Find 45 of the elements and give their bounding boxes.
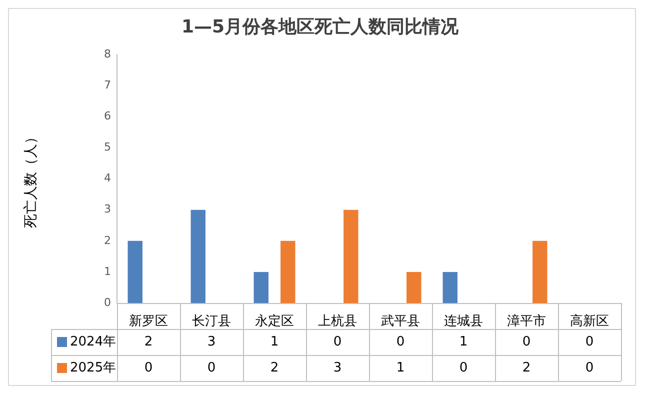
- bar: [344, 210, 358, 303]
- x-tick-label: 武平县: [381, 314, 420, 330]
- legend-label: 2024年: [70, 334, 116, 350]
- data-label: 0: [585, 360, 594, 376]
- x-tick-label: 高新区: [570, 313, 609, 330]
- data-label: 3: [333, 360, 342, 376]
- bar: [442, 272, 458, 303]
- y-tick-label: 5: [104, 140, 111, 154]
- data-label: 1: [396, 360, 405, 376]
- x-tick-label: 新罗区: [129, 314, 168, 330]
- x-tick-label: 长汀县: [192, 314, 231, 330]
- y-tick-label: 7: [104, 78, 111, 92]
- bar: [532, 240, 548, 303]
- x-tick-label: 连城县: [444, 314, 483, 330]
- data-label: 0: [207, 360, 216, 376]
- y-tick-label: 3: [104, 202, 111, 216]
- y-tick-label: 1: [104, 264, 111, 278]
- y-tick-label: 4: [104, 172, 111, 185]
- data-label: 0: [459, 360, 468, 376]
- y-tick-label: 8: [104, 47, 111, 60]
- data-label: 2: [522, 360, 531, 376]
- chart-title: 1—5月份各地区死亡人数同比情况: [181, 16, 460, 38]
- x-tick-label: 上杭县: [318, 314, 357, 330]
- data-label: 1: [270, 334, 279, 350]
- y-tick-label: 2: [104, 234, 111, 247]
- bar: [406, 272, 422, 303]
- y-tick-label: 0: [104, 296, 111, 309]
- data-label: 0: [522, 334, 531, 350]
- data-label: 2: [144, 334, 153, 350]
- data-label: 0: [333, 334, 342, 350]
- data-label: 0: [144, 360, 153, 376]
- data-label: 0: [585, 334, 594, 350]
- legend-label: 2025年: [70, 360, 116, 376]
- data-label: 3: [207, 334, 216, 350]
- x-tick-label: 永定区: [255, 313, 294, 330]
- data-label: 1: [459, 334, 468, 350]
- bar: [128, 240, 142, 303]
- bar: [254, 272, 268, 303]
- y-axis-title: 死亡人数（人）: [23, 130, 40, 228]
- x-tick-label: 漳平市: [507, 314, 546, 330]
- bar: [190, 210, 206, 303]
- y-tick-label: 6: [104, 110, 111, 123]
- data-label: 2: [270, 360, 279, 376]
- bar: [280, 240, 296, 303]
- data-label: 0: [396, 334, 405, 350]
